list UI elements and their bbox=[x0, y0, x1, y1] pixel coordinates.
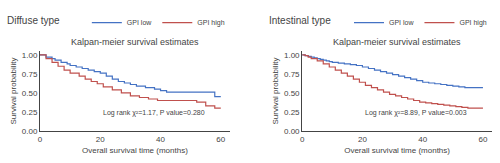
svg-text:Diffuse type: Diffuse type bbox=[7, 15, 60, 26]
svg-text:0.50: 0.50 bbox=[22, 89, 38, 98]
svg-text:GPI high: GPI high bbox=[197, 19, 224, 27]
svg-text:GPI high: GPI high bbox=[459, 19, 486, 27]
svg-text:0.75: 0.75 bbox=[22, 70, 38, 79]
svg-text:0.50: 0.50 bbox=[284, 89, 300, 98]
svg-text:0: 0 bbox=[300, 135, 305, 144]
svg-text:Log rank χ²=8.89, P value=0.00: Log rank χ²=8.89, P value=0.003 bbox=[365, 109, 467, 117]
svg-text:Survival probability: Survival probability bbox=[271, 57, 280, 124]
svg-text:Intestinal type: Intestinal type bbox=[269, 15, 331, 26]
svg-text:0.25: 0.25 bbox=[284, 108, 300, 117]
svg-text:0.00: 0.00 bbox=[22, 127, 38, 136]
svg-text:Log rank χ²=1.17, P value=0.28: Log rank χ²=1.17, P value=0.280 bbox=[103, 109, 205, 117]
svg-text:20: 20 bbox=[96, 135, 105, 144]
svg-text:60: 60 bbox=[216, 135, 225, 144]
svg-text:Kalpan-meier survival estimate: Kalpan-meier survival estimates bbox=[333, 37, 461, 47]
svg-text:0.25: 0.25 bbox=[22, 108, 38, 117]
svg-text:0.75: 0.75 bbox=[284, 70, 300, 79]
svg-text:GPI low: GPI low bbox=[127, 19, 152, 26]
svg-text:Kalpan-meier survival estimate: Kalpan-meier survival estimates bbox=[71, 37, 199, 47]
svg-text:20: 20 bbox=[358, 135, 367, 144]
svg-text:40: 40 bbox=[156, 135, 165, 144]
svg-text:60: 60 bbox=[479, 135, 488, 144]
svg-text:Survival probability: Survival probability bbox=[9, 57, 18, 124]
svg-text:Overall survival time (months): Overall survival time (months) bbox=[344, 146, 450, 155]
svg-text:GPI low: GPI low bbox=[389, 19, 414, 26]
svg-text:Overall survival time (months): Overall survival time (months) bbox=[82, 146, 188, 155]
svg-text:0.00: 0.00 bbox=[284, 127, 300, 136]
svg-text:0: 0 bbox=[38, 135, 43, 144]
svg-text:40: 40 bbox=[418, 135, 427, 144]
svg-text:1.00: 1.00 bbox=[284, 51, 300, 60]
svg-text:1.00: 1.00 bbox=[22, 51, 38, 60]
